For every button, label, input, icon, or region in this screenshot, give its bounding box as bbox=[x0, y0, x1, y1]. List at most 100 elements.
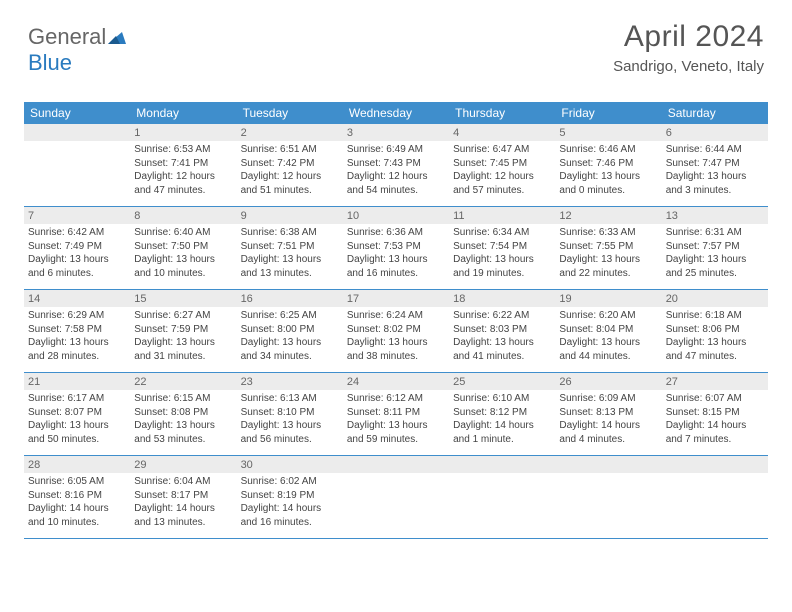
day-details: Sunrise: 6:10 AMSunset: 8:12 PMDaylight:… bbox=[449, 390, 555, 450]
day-number bbox=[343, 456, 449, 473]
calendar-cell: 28Sunrise: 6:05 AMSunset: 8:16 PMDayligh… bbox=[24, 456, 130, 538]
calendar-cell: 3Sunrise: 6:49 AMSunset: 7:43 PMDaylight… bbox=[343, 124, 449, 206]
day-details: Sunrise: 6:51 AMSunset: 7:42 PMDaylight:… bbox=[237, 141, 343, 201]
calendar-cell: 19Sunrise: 6:20 AMSunset: 8:04 PMDayligh… bbox=[555, 290, 661, 372]
sunrise-text: Sunrise: 6:24 AM bbox=[347, 309, 445, 323]
day-details: Sunrise: 6:49 AMSunset: 7:43 PMDaylight:… bbox=[343, 141, 449, 201]
sunset-text: Sunset: 8:00 PM bbox=[241, 323, 339, 337]
day-details: Sunrise: 6:40 AMSunset: 7:50 PMDaylight:… bbox=[130, 224, 236, 284]
sunrise-text: Sunrise: 6:04 AM bbox=[134, 475, 232, 489]
daylight-text: Daylight: 14 hours bbox=[241, 502, 339, 516]
daylight-text: and 16 minutes. bbox=[347, 267, 445, 281]
sunrise-text: Sunrise: 6:17 AM bbox=[28, 392, 126, 406]
daylight-text: and 6 minutes. bbox=[28, 267, 126, 281]
day-number: 25 bbox=[449, 373, 555, 390]
day-number: 19 bbox=[555, 290, 661, 307]
day-details: Sunrise: 6:42 AMSunset: 7:49 PMDaylight:… bbox=[24, 224, 130, 284]
day-details: Sunrise: 6:53 AMSunset: 7:41 PMDaylight:… bbox=[130, 141, 236, 201]
day-details: Sunrise: 6:05 AMSunset: 8:16 PMDaylight:… bbox=[24, 473, 130, 533]
daylight-text: Daylight: 12 hours bbox=[134, 170, 232, 184]
daylight-text: Daylight: 12 hours bbox=[453, 170, 551, 184]
calendar-cell bbox=[555, 456, 661, 538]
sunrise-text: Sunrise: 6:05 AM bbox=[28, 475, 126, 489]
sunset-text: Sunset: 8:10 PM bbox=[241, 406, 339, 420]
day-number bbox=[662, 456, 768, 473]
calendar-cell bbox=[662, 456, 768, 538]
sunrise-text: Sunrise: 6:31 AM bbox=[666, 226, 764, 240]
daylight-text: Daylight: 13 hours bbox=[559, 253, 657, 267]
calendar-cell: 24Sunrise: 6:12 AMSunset: 8:11 PMDayligh… bbox=[343, 373, 449, 455]
day-number: 18 bbox=[449, 290, 555, 307]
daylight-text: and 50 minutes. bbox=[28, 433, 126, 447]
day-number: 14 bbox=[24, 290, 130, 307]
sunset-text: Sunset: 7:47 PM bbox=[666, 157, 764, 171]
day-details bbox=[343, 473, 449, 479]
day-number: 2 bbox=[237, 124, 343, 141]
daylight-text: Daylight: 13 hours bbox=[559, 336, 657, 350]
sunset-text: Sunset: 8:11 PM bbox=[347, 406, 445, 420]
logo-text-2: Blue bbox=[28, 50, 72, 75]
day-number bbox=[555, 456, 661, 473]
day-number bbox=[449, 456, 555, 473]
sunset-text: Sunset: 8:08 PM bbox=[134, 406, 232, 420]
day-number: 20 bbox=[662, 290, 768, 307]
header: April 2024 Sandrigo, Veneto, Italy bbox=[613, 20, 764, 75]
calendar-cell: 7Sunrise: 6:42 AMSunset: 7:49 PMDaylight… bbox=[24, 207, 130, 289]
daylight-text: Daylight: 13 hours bbox=[28, 336, 126, 350]
daylight-text: Daylight: 13 hours bbox=[666, 336, 764, 350]
daylight-text: Daylight: 14 hours bbox=[134, 502, 232, 516]
day-number: 8 bbox=[130, 207, 236, 224]
sunrise-text: Sunrise: 6:40 AM bbox=[134, 226, 232, 240]
calendar-cell: 11Sunrise: 6:34 AMSunset: 7:54 PMDayligh… bbox=[449, 207, 555, 289]
day-number: 9 bbox=[237, 207, 343, 224]
daylight-text: Daylight: 13 hours bbox=[347, 253, 445, 267]
weekday-label: Monday bbox=[130, 102, 236, 124]
sunset-text: Sunset: 7:46 PM bbox=[559, 157, 657, 171]
sunset-text: Sunset: 7:53 PM bbox=[347, 240, 445, 254]
daylight-text: and 54 minutes. bbox=[347, 184, 445, 198]
sunset-text: Sunset: 8:16 PM bbox=[28, 489, 126, 503]
day-details: Sunrise: 6:07 AMSunset: 8:15 PMDaylight:… bbox=[662, 390, 768, 450]
weekday-label: Friday bbox=[555, 102, 661, 124]
daylight-text: Daylight: 13 hours bbox=[134, 253, 232, 267]
day-number: 5 bbox=[555, 124, 661, 141]
sunrise-text: Sunrise: 6:27 AM bbox=[134, 309, 232, 323]
calendar-cell: 16Sunrise: 6:25 AMSunset: 8:00 PMDayligh… bbox=[237, 290, 343, 372]
sunrise-text: Sunrise: 6:49 AM bbox=[347, 143, 445, 157]
sunset-text: Sunset: 7:58 PM bbox=[28, 323, 126, 337]
day-details: Sunrise: 6:17 AMSunset: 8:07 PMDaylight:… bbox=[24, 390, 130, 450]
logo: General Blue bbox=[28, 24, 126, 76]
sunset-text: Sunset: 8:07 PM bbox=[28, 406, 126, 420]
calendar-cell: 29Sunrise: 6:04 AMSunset: 8:17 PMDayligh… bbox=[130, 456, 236, 538]
day-number: 3 bbox=[343, 124, 449, 141]
weekday-header: Sunday Monday Tuesday Wednesday Thursday… bbox=[24, 102, 768, 124]
sunrise-text: Sunrise: 6:20 AM bbox=[559, 309, 657, 323]
weekday-label: Sunday bbox=[24, 102, 130, 124]
daylight-text: and 22 minutes. bbox=[559, 267, 657, 281]
daylight-text: Daylight: 14 hours bbox=[559, 419, 657, 433]
day-details: Sunrise: 6:15 AMSunset: 8:08 PMDaylight:… bbox=[130, 390, 236, 450]
day-details: Sunrise: 6:36 AMSunset: 7:53 PMDaylight:… bbox=[343, 224, 449, 284]
sunset-text: Sunset: 8:02 PM bbox=[347, 323, 445, 337]
day-details: Sunrise: 6:34 AMSunset: 7:54 PMDaylight:… bbox=[449, 224, 555, 284]
sunset-text: Sunset: 7:45 PM bbox=[453, 157, 551, 171]
daylight-text: Daylight: 13 hours bbox=[241, 336, 339, 350]
calendar-cell: 21Sunrise: 6:17 AMSunset: 8:07 PMDayligh… bbox=[24, 373, 130, 455]
sunset-text: Sunset: 7:43 PM bbox=[347, 157, 445, 171]
calendar-cell: 9Sunrise: 6:38 AMSunset: 7:51 PMDaylight… bbox=[237, 207, 343, 289]
daylight-text: and 13 minutes. bbox=[134, 516, 232, 530]
day-details: Sunrise: 6:25 AMSunset: 8:00 PMDaylight:… bbox=[237, 307, 343, 367]
sunrise-text: Sunrise: 6:09 AM bbox=[559, 392, 657, 406]
sunrise-text: Sunrise: 6:42 AM bbox=[28, 226, 126, 240]
sunrise-text: Sunrise: 6:46 AM bbox=[559, 143, 657, 157]
daylight-text: and 53 minutes. bbox=[134, 433, 232, 447]
sunrise-text: Sunrise: 6:15 AM bbox=[134, 392, 232, 406]
calendar-week: 7Sunrise: 6:42 AMSunset: 7:49 PMDaylight… bbox=[24, 207, 768, 290]
day-details: Sunrise: 6:38 AMSunset: 7:51 PMDaylight:… bbox=[237, 224, 343, 284]
daylight-text: and 51 minutes. bbox=[241, 184, 339, 198]
day-number: 24 bbox=[343, 373, 449, 390]
calendar-cell: 5Sunrise: 6:46 AMSunset: 7:46 PMDaylight… bbox=[555, 124, 661, 206]
location-label: Sandrigo, Veneto, Italy bbox=[613, 58, 764, 75]
sunset-text: Sunset: 8:03 PM bbox=[453, 323, 551, 337]
sunrise-text: Sunrise: 6:12 AM bbox=[347, 392, 445, 406]
